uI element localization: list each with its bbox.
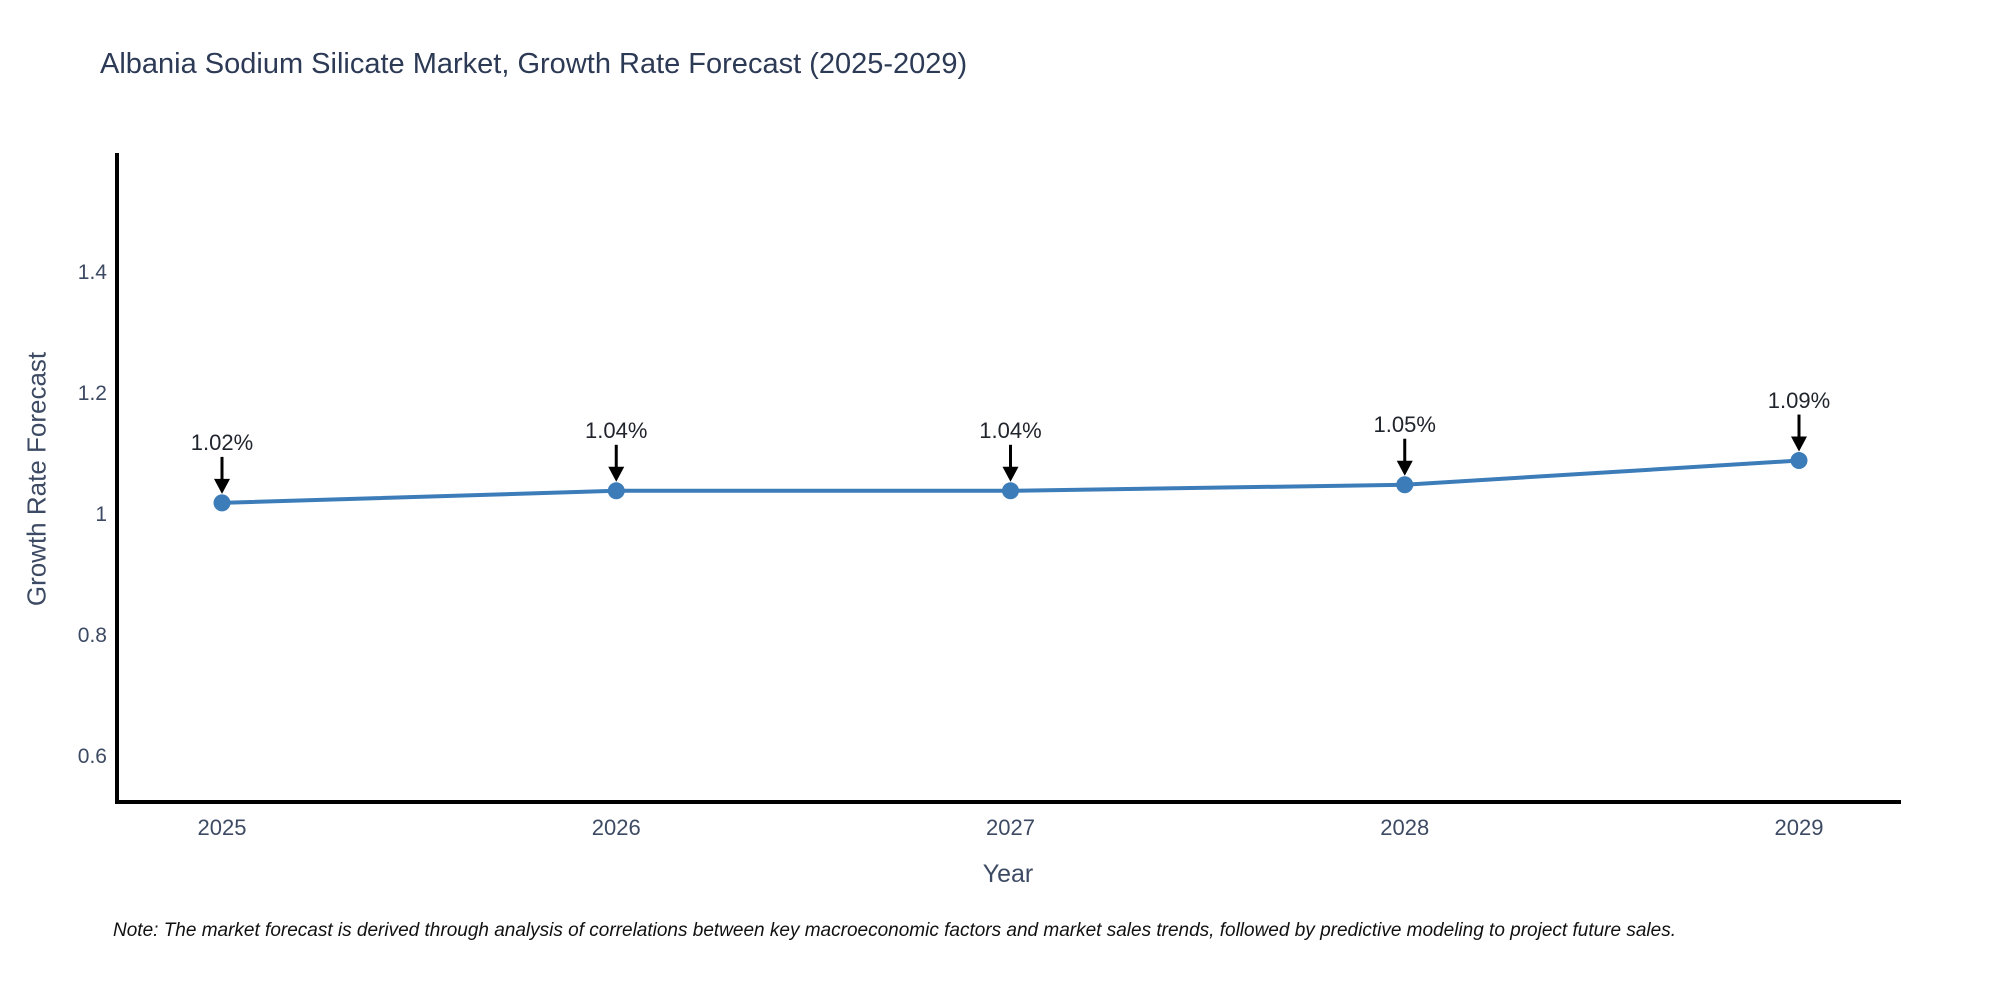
x-axis-title: Year: [982, 860, 1034, 888]
y-tick-1: 1: [95, 503, 107, 526]
x-tick-2025: 2025: [197, 815, 247, 840]
chart-title: Albania Sodium Silicate Market, Growth R…: [100, 48, 968, 80]
annotation-arrowhead-icon: [608, 466, 625, 482]
data-point-2027: [1002, 482, 1019, 500]
point-value-label-2028: 1.05%: [1373, 411, 1436, 437]
data-point-2028: [1396, 476, 1414, 494]
y-tick-1.4: 1.4: [77, 261, 107, 284]
x-tick-2028: 2028: [1380, 815, 1430, 840]
y-tick-0.8: 0.8: [77, 624, 107, 647]
x-tick-2027: 2027: [986, 815, 1035, 840]
y-axis-spine: [115, 153, 119, 804]
x-tick-2029: 2029: [1774, 815, 1824, 840]
annotation-arrowhead-icon: [1791, 436, 1807, 452]
footnote: Note: The market forecast is derived thr…: [113, 920, 1676, 941]
point-value-label-2029: 1.09%: [1767, 387, 1831, 413]
data-point-2026: [607, 482, 625, 500]
point-value-label-2026: 1.04%: [585, 417, 648, 443]
x-tick-2026: 2026: [591, 815, 641, 840]
point-value-label-2025: 1.02%: [190, 429, 254, 455]
x-axis-spine: [115, 800, 1901, 804]
annotation-arrowhead-icon: [1002, 466, 1019, 482]
data-point-2029: [1790, 452, 1808, 470]
point-value-label-2027: 1.04%: [979, 417, 1042, 443]
annotation-arrowhead-icon: [1396, 460, 1413, 476]
data-point-2025: [213, 494, 231, 512]
y-tick-0.6: 0.6: [77, 745, 107, 768]
annotation-arrowhead-icon: [214, 478, 230, 494]
y-tick-1.2: 1.2: [77, 382, 107, 405]
